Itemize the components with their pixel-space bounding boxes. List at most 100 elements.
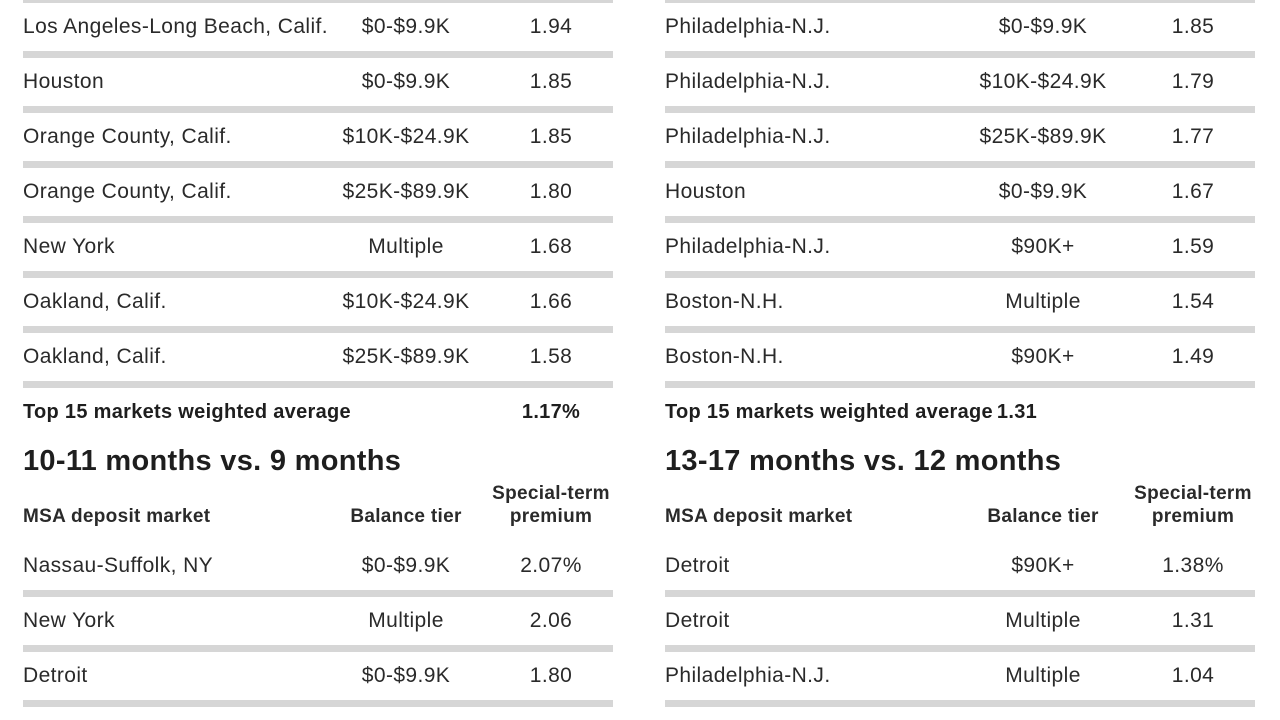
tier-cell: $0-$9.9K	[361, 554, 451, 577]
market-cell: Detroit	[665, 554, 730, 577]
table-row: Detroit $0-$9.9K 1.80	[23, 652, 613, 700]
market-cell: Nassau-Suffolk, NY	[23, 554, 214, 577]
tier-cell: $10K-$24.9K	[979, 70, 1107, 93]
premium-cell: 1.68	[529, 235, 573, 258]
tier-cell: Multiple	[368, 235, 444, 258]
header-market: MSA deposit market	[665, 506, 853, 527]
market-cell: Philadelphia-N.J.	[665, 125, 831, 148]
table-row: Detroit $90K+ 1.38%	[665, 542, 1255, 590]
table-row: Philadelphia-N.J. $25K-$89.9K 1.77	[665, 113, 1255, 161]
premium-cell: 1.77	[1171, 125, 1215, 148]
row-separator	[23, 590, 613, 597]
weighted-average-value: 1.31	[996, 400, 1038, 423]
tier-cell: $0-$9.9K	[998, 180, 1088, 203]
left-column: Los Angeles-Long Beach, Calif. $0-$9.9K 1.…	[23, 0, 613, 707]
section-title: 13-17 months vs. 12 months	[665, 445, 1062, 477]
section-title: 10-11 months vs. 9 months	[23, 445, 402, 477]
premium-cell: 1.67	[1171, 180, 1215, 203]
table-row: New York Multiple 2.06	[23, 597, 613, 645]
tier-cell: Multiple	[368, 609, 444, 632]
table-bottom-left: 10-11 months vs. 9 months MSA deposit ma…	[23, 436, 613, 707]
row-separator	[665, 381, 1255, 388]
premium-cell: 1.85	[529, 125, 573, 148]
market-cell: Orange County, Calif.	[23, 180, 232, 203]
row-separator	[665, 0, 1255, 3]
table-top-right: Philadelphia-N.J. $0-$9.9K 1.85 Philadelphi…	[665, 0, 1255, 436]
row-separator	[665, 700, 1255, 707]
weighted-average-label: Top 15 markets weighted average	[23, 400, 351, 423]
table-row: Philadelphia-N.J. Multiple 1.04	[665, 652, 1255, 700]
rows-bottom-right: Detroit $90K+ 1.38% Detroit Multiple 1.31 Phil…	[665, 542, 1255, 707]
row-separator	[23, 0, 613, 3]
market-cell: Philadelphia-N.J.	[665, 664, 831, 687]
tier-cell: $25K-$89.9K	[979, 125, 1107, 148]
row-separator	[23, 700, 613, 707]
header-tier: Balance tier	[987, 506, 1099, 527]
row-separator	[665, 106, 1255, 113]
column-headers: MSA deposit market Balance tier Special-…	[23, 478, 613, 534]
tier-cell: Multiple	[1005, 664, 1081, 687]
market-cell: Houston	[665, 180, 747, 203]
rows-bottom-left: Nassau-Suffolk, NY $0-$9.9K 2.07% New York M…	[23, 542, 613, 707]
market-cell: Boston-N.H.	[665, 290, 784, 313]
premium-cell: 2.07%	[520, 554, 582, 577]
table-row: Houston $0-$9.9K 1.85	[23, 58, 613, 106]
row-separator	[665, 590, 1255, 597]
premium-cell: 1.79	[1171, 70, 1215, 93]
row-separator	[23, 326, 613, 333]
tier-cell: $0-$9.9K	[361, 664, 451, 687]
table-bottom-right: 13-17 months vs. 12 months MSA deposit m…	[665, 436, 1255, 707]
market-cell: Houston	[23, 70, 105, 93]
row-separator	[665, 645, 1255, 652]
market-cell: Oakland, Calif.	[23, 290, 167, 313]
tier-cell: $10K-$24.9K	[342, 125, 470, 148]
premium-cell: 1.80	[529, 180, 573, 203]
row-separator	[23, 106, 613, 113]
market-cell: Boston-N.H.	[665, 345, 784, 368]
tier-cell: $0-$9.9K	[998, 15, 1088, 38]
table-top-left: Los Angeles-Long Beach, Calif. $0-$9.9K 1.…	[23, 0, 613, 436]
table-row: New York Multiple 1.68	[23, 223, 613, 271]
tier-cell: $0-$9.9K	[361, 15, 451, 38]
table-row: Oakland, Calif. $25K-$89.9K 1.58	[23, 333, 613, 381]
weighted-average-row: Top 15 markets weighted average 1.31	[665, 388, 1255, 436]
column-headers: MSA deposit market Balance tier Special-…	[665, 478, 1255, 534]
row-separator	[665, 51, 1255, 58]
tier-cell: $25K-$89.9K	[342, 180, 470, 203]
table-row: Boston-N.H. Multiple 1.54	[665, 278, 1255, 326]
rows-top-left: Los Angeles-Long Beach, Calif. $0-$9.9K 1.…	[23, 3, 613, 388]
row-separator	[23, 216, 613, 223]
row-separator	[665, 271, 1255, 278]
header-premium: Special-term premium	[1134, 483, 1252, 527]
tier-cell: Multiple	[1005, 290, 1081, 313]
header-premium: Special-term premium	[492, 483, 610, 527]
table-row: Philadelphia-N.J. $90K+ 1.59	[665, 223, 1255, 271]
market-cell: Philadelphia-N.J.	[665, 235, 831, 258]
market-cell: Los Angeles-Long Beach, Calif.	[23, 15, 329, 38]
tier-cell: Multiple	[1005, 609, 1081, 632]
right-column: Philadelphia-N.J. $0-$9.9K 1.85 Philadelphi…	[665, 0, 1255, 707]
market-cell: Detroit	[23, 664, 88, 687]
premium-cell: 1.80	[529, 664, 573, 687]
table-row: Oakland, Calif. $10K-$24.9K 1.66	[23, 278, 613, 326]
row-separator	[665, 216, 1255, 223]
table-row: Boston-N.H. $90K+ 1.49	[665, 333, 1255, 381]
market-cell: New York	[23, 609, 115, 632]
weighted-average-label: Top 15 markets weighted average	[665, 400, 993, 423]
table-row: Philadelphia-N.J. $0-$9.9K 1.85	[665, 3, 1255, 51]
row-separator	[665, 326, 1255, 333]
market-cell: New York	[23, 235, 115, 258]
tier-cell: $25K-$89.9K	[342, 345, 470, 368]
tier-cell: $90K+	[1011, 345, 1075, 368]
premium-cell: 1.58	[529, 345, 573, 368]
premium-cell: 1.04	[1171, 664, 1215, 687]
market-cell: Philadelphia-N.J.	[665, 70, 831, 93]
table-row: Houston $0-$9.9K 1.67	[665, 168, 1255, 216]
premium-cell: 2.06	[529, 609, 573, 632]
premium-cell: 1.94	[529, 15, 573, 38]
weighted-average-value: 1.17%	[521, 400, 581, 423]
table-row: Los Angeles-Long Beach, Calif. $0-$9.9K 1.…	[23, 3, 613, 51]
table-row: Orange County, Calif. $25K-$89.9K 1.80	[23, 168, 613, 216]
row-separator	[23, 51, 613, 58]
market-cell: Orange County, Calif.	[23, 125, 232, 148]
